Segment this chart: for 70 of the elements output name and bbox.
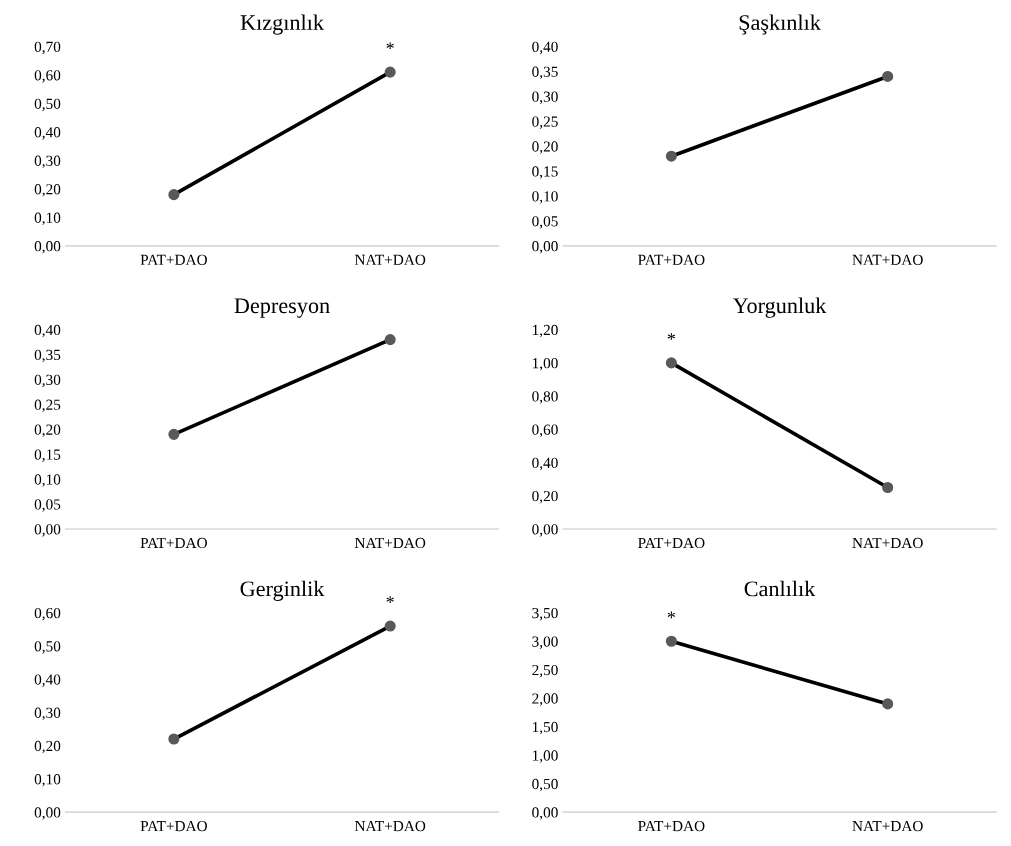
y-tick-label: 0,10 (34, 474, 61, 487)
x-tick-label: NAT+DAO (852, 820, 923, 832)
y-tick-label: 0,40 (34, 324, 61, 338)
annotation: * (386, 596, 394, 603)
y-tick-label: 3,50 (532, 607, 558, 621)
x-tick-label: PAT+DAO (638, 254, 705, 265)
y-tick-label: 0,10 (532, 191, 558, 204)
y-tick-label: 0,00 (532, 524, 558, 537)
x-tick-label: PAT+DAO (140, 537, 207, 549)
y-tick-label: 0,40 (532, 457, 558, 471)
x-tick-label: NAT+DAO (354, 537, 426, 549)
y-tick-label: 0,00 (34, 241, 61, 254)
y-tick-label: 1,50 (532, 721, 558, 735)
y-tick-label: 0,30 (34, 707, 61, 721)
y-tick-label: 0,20 (34, 740, 61, 754)
y-tick-label: 0,35 (34, 349, 61, 363)
x-tick-label: NAT+DAO (852, 537, 923, 549)
y-tick-label: 0,15 (532, 166, 558, 179)
y-tick-label: 0,25 (34, 399, 61, 413)
y-tick-label: 0,40 (532, 41, 558, 55)
y-tick-label: 2,50 (532, 664, 558, 678)
y-tick-label: 0,00 (34, 807, 61, 820)
y-tick-label: 0,30 (532, 91, 558, 105)
y-tick-label: 0,00 (34, 524, 61, 537)
y-tick-label: 0,25 (532, 116, 558, 129)
x-tick-label: PAT+DAO (140, 820, 207, 832)
chart-title: Yorgunluk (732, 297, 827, 318)
y-tick-label: 0,30 (34, 155, 61, 169)
y-tick-label: 0,80 (532, 391, 558, 404)
y-tick-label: 0,30 (34, 374, 61, 388)
y-tick-label: 0,00 (532, 241, 558, 254)
y-tick-label: 0,15 (34, 449, 61, 462)
chart-title: Gerginlik (240, 580, 325, 601)
chart-title: Canlılık (744, 580, 816, 597)
y-tick-label: 0,50 (34, 98, 61, 112)
y-tick-label: 0,50 (34, 641, 61, 654)
y-tick-label: 1,20 (532, 324, 558, 338)
y-tick-label: 1,00 (532, 750, 558, 763)
annotation: * (667, 333, 676, 340)
y-tick-label: 3,00 (532, 636, 558, 649)
y-tick-label: 0,00 (532, 807, 558, 820)
y-tick-label: 0,10 (34, 212, 61, 226)
y-tick-label: 0,60 (34, 70, 61, 83)
annotation: * (386, 42, 394, 50)
y-tick-label: 0,20 (34, 424, 61, 437)
y-tick-label: 0,05 (34, 499, 61, 512)
x-tick-label: NAT+DAO (852, 254, 923, 265)
y-tick-label: 0,20 (532, 490, 558, 504)
y-tick-label: 0,05 (532, 216, 558, 229)
y-tick-label: 0,20 (532, 141, 558, 154)
x-tick-label: PAT+DAO (638, 537, 705, 549)
x-tick-label: NAT+DAO (354, 254, 426, 265)
y-tick-label: 0,40 (34, 674, 61, 687)
y-tick-label: 0,40 (34, 127, 61, 140)
annotation: * (667, 611, 676, 619)
y-tick-label: 0,60 (34, 607, 61, 621)
y-tick-label: 0,50 (532, 778, 558, 792)
x-tick-label: NAT+DAO (354, 820, 426, 832)
x-tick-label: PAT+DAO (638, 820, 705, 832)
x-tick-label: PAT+DAO (140, 254, 207, 265)
y-tick-label: 0,60 (532, 424, 558, 437)
y-tick-label: 0,20 (34, 184, 61, 197)
y-tick-label: 0,35 (532, 66, 558, 80)
y-tick-label: 0,10 (34, 774, 61, 787)
y-tick-label: 2,00 (532, 693, 558, 706)
chart-title: Depresyon (234, 298, 330, 318)
chart-title: Şaşkınlık (739, 14, 821, 35)
y-tick-label: 0,70 (34, 41, 61, 55)
y-tick-label: 1,00 (532, 358, 558, 371)
chart-title: Kızgınlık (240, 14, 324, 35)
